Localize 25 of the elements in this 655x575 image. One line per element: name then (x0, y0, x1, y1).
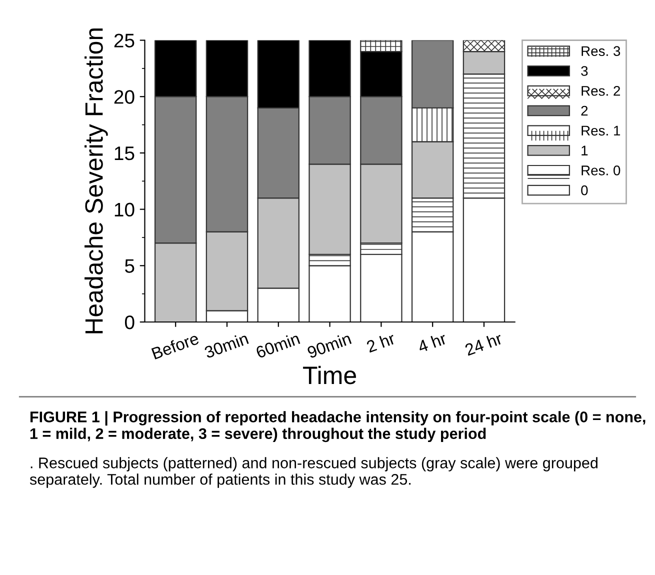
text: . Rescued subjects (patterned) and non-rescued subjects (gray scale) were grouped separately. Total number of patients in this study was 25. (30, 457, 598, 488)
legend-label: 3 (581, 66, 588, 76)
legend-label: Res. 0 (582, 166, 620, 176)
x-tick-label: 2 hr (366, 332, 396, 353)
x-tick-label: 24 hr (464, 332, 504, 356)
legend-label: Res. 3 (582, 46, 620, 56)
y-tick-label: 0 (124, 315, 134, 330)
y-tick-label: 20 (114, 90, 134, 104)
x-tick-label: 4 hr (416, 332, 448, 353)
x-tick-label: 60min (255, 332, 300, 358)
caption: FIGURE 1 | Progression of reported headache intensity on four-point scale (0 = none, 1 = mild, 2 = moderate, 3 = severe) throughout the study period (30, 411, 646, 442)
x-tick-label: 30min (204, 332, 249, 359)
x-tick-label: Before (151, 332, 200, 360)
legend-label: Res. 2 (582, 86, 620, 96)
y-axis-title: Headache Severity Fraction (84, 28, 108, 334)
y-tick-label: 5 (125, 259, 134, 273)
y-tick-label: 25 (114, 34, 134, 48)
y-tick-label: 15 (114, 146, 134, 160)
legend-label: Res. 1 (582, 126, 620, 136)
legend-label: 1 (582, 146, 588, 156)
x-axis-title: Time (303, 366, 356, 384)
y-tick-label: 10 (114, 202, 134, 217)
legend-label: 0 (581, 185, 588, 196)
legend-label: 2 (581, 106, 588, 116)
x-tick-label: 90min (306, 332, 352, 358)
